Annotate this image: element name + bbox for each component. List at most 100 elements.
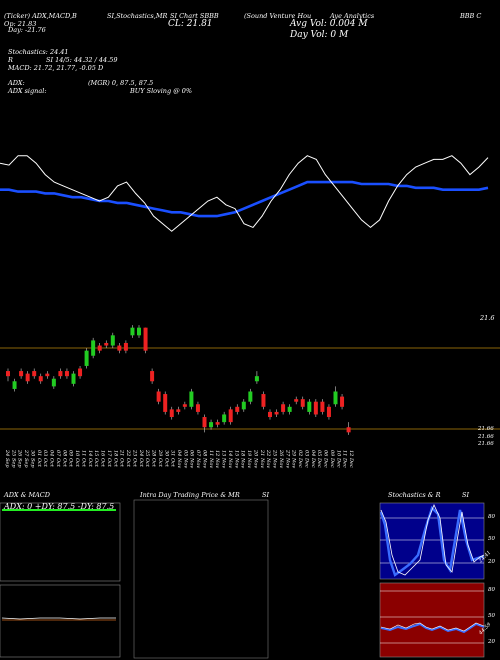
candle-body bbox=[268, 411, 272, 418]
candle bbox=[84, 348, 89, 369]
date-tick-label: 24 Sep bbox=[4, 449, 10, 468]
si-tick-50: 50 bbox=[488, 613, 495, 619]
date-tick-label: 24 Oct bbox=[138, 449, 144, 468]
intraday-si-label: SI bbox=[262, 491, 270, 499]
adx-label: ADX: bbox=[8, 79, 25, 87]
date-tick-label: 30 Sep bbox=[29, 450, 35, 468]
candle-body bbox=[320, 401, 325, 412]
candle bbox=[241, 399, 246, 412]
adx-macd-title: ADX & MACD bbox=[4, 491, 50, 499]
candle bbox=[248, 388, 253, 405]
candle bbox=[195, 401, 200, 415]
date-tick-label: 07 Oct bbox=[55, 450, 61, 468]
date-tick-label: 05 Nov bbox=[182, 450, 188, 468]
stoch-si-label: SI bbox=[462, 491, 470, 499]
candle bbox=[254, 371, 259, 384]
date-tick-label: 31 Oct bbox=[170, 450, 176, 468]
company-name: (Sound Venture Hou bbox=[244, 12, 312, 20]
date-tick-label: 25 Sep bbox=[10, 449, 16, 468]
date-tick-label: 10 Dec bbox=[335, 450, 341, 468]
candle-body bbox=[6, 371, 10, 377]
date-tick-label: 30 Oct bbox=[163, 450, 169, 468]
candle-body bbox=[287, 406, 292, 412]
candle-body bbox=[64, 371, 69, 377]
candle-body bbox=[12, 381, 17, 389]
candle bbox=[19, 368, 24, 379]
date-tick-label: 21 Oct bbox=[119, 449, 125, 468]
intraday-panel bbox=[133, 499, 269, 659]
date-tick-label: 01 Oct bbox=[36, 450, 42, 468]
studies-label: SI,Stochastics,MR bbox=[107, 12, 168, 20]
candles bbox=[6, 325, 351, 435]
analytics-label: Aye Analytics bbox=[330, 12, 375, 20]
avg-volume: Avg Vol: 0.004 M bbox=[290, 19, 368, 29]
moving-average-line bbox=[0, 180, 489, 218]
candle-body bbox=[32, 371, 37, 377]
candle-body bbox=[195, 404, 200, 412]
candle-body bbox=[137, 327, 141, 336]
stoch-k-line bbox=[379, 505, 485, 577]
date-tick-label: 08 Nov bbox=[201, 450, 207, 468]
candle bbox=[294, 396, 299, 405]
date-tick-label: 26 Nov bbox=[278, 449, 284, 468]
candle-body bbox=[235, 406, 240, 412]
ticker-info: (Ticker) ADX,MACD,B bbox=[4, 12, 77, 20]
date-tick-label: 27 Nov bbox=[284, 449, 290, 468]
candle bbox=[261, 391, 266, 410]
date-tick-label: 06 Dec bbox=[323, 450, 329, 468]
date-tick-label: 13 Nov bbox=[221, 450, 227, 468]
candle bbox=[209, 419, 214, 430]
candle-body bbox=[19, 371, 24, 377]
date-tick-label: 22 Nov bbox=[265, 449, 271, 468]
candle bbox=[130, 325, 135, 338]
candle-body bbox=[38, 376, 43, 382]
stoch-d-line bbox=[380, 503, 485, 576]
candle bbox=[268, 409, 272, 420]
candle-body bbox=[248, 391, 253, 402]
date-tick-label: 12 Nov bbox=[214, 450, 220, 468]
date-tick-label: 11 Oct bbox=[80, 450, 86, 468]
candle bbox=[32, 368, 37, 379]
date-tick-label: 23 Oct bbox=[131, 449, 137, 468]
candle-body bbox=[182, 404, 187, 407]
adx-panel-top bbox=[0, 502, 121, 582]
candle bbox=[215, 419, 220, 428]
adx-signal-label: ADX signal: bbox=[8, 87, 47, 95]
adx-values: (MGR) 0, 87.5, 87.5 bbox=[88, 79, 154, 87]
date-tick-label: 25 Oct bbox=[144, 449, 150, 468]
candle bbox=[123, 340, 128, 354]
candle bbox=[307, 399, 312, 415]
date-tick-label: 02 Dec bbox=[297, 450, 303, 468]
candle-body bbox=[117, 345, 122, 351]
date-tick-label: 07 Nov bbox=[195, 450, 201, 468]
si-line-white bbox=[380, 622, 485, 632]
candle bbox=[97, 342, 102, 354]
date-tick-label: 15 Oct bbox=[93, 450, 99, 468]
candle bbox=[64, 368, 69, 379]
date-tick-label: 14 Nov bbox=[227, 450, 233, 468]
candle bbox=[137, 325, 141, 338]
date-tick-label: 18 Nov bbox=[240, 450, 246, 468]
candle bbox=[346, 422, 351, 435]
candle bbox=[313, 399, 318, 418]
candle-body bbox=[156, 391, 161, 402]
candle bbox=[117, 342, 122, 354]
candle-body bbox=[215, 422, 220, 425]
candle-body bbox=[97, 345, 102, 351]
date-tick-label: 19 Nov bbox=[246, 450, 252, 468]
stoch-tick-80: 80 bbox=[488, 514, 495, 520]
date-tick-label: 12 Dec bbox=[348, 450, 354, 468]
date-tick-label: 27 Sep bbox=[23, 449, 29, 468]
r-label: R bbox=[8, 56, 13, 64]
candle bbox=[202, 414, 207, 433]
date-tick-label: 05 Dec bbox=[316, 450, 322, 468]
candle-body bbox=[261, 394, 266, 407]
candle bbox=[58, 368, 63, 379]
price-label-1: 21.66 bbox=[478, 426, 494, 432]
candle-body bbox=[340, 396, 345, 407]
candle-body bbox=[78, 368, 83, 377]
date-tick-label: 25 Nov bbox=[272, 449, 278, 468]
candle bbox=[38, 373, 43, 384]
stochastics-readout: Stochastics: 24.41 bbox=[8, 48, 69, 56]
candle bbox=[228, 406, 233, 425]
